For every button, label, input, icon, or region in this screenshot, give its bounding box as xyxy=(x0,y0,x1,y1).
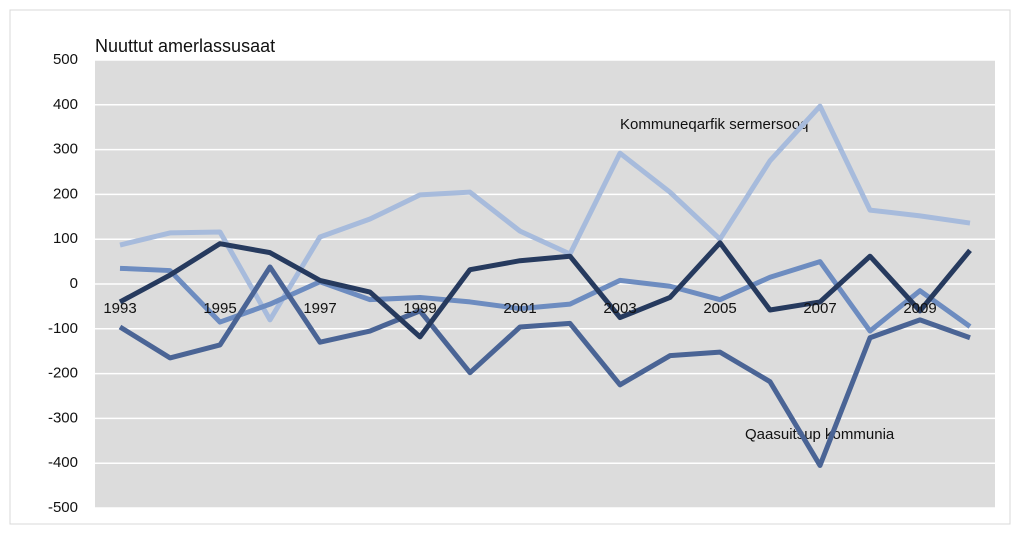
y-tick-label: 0 xyxy=(70,275,78,292)
y-tick-label: -500 xyxy=(48,499,78,516)
y-tick-label: -400 xyxy=(48,454,78,471)
y-tick-label: 200 xyxy=(53,185,78,202)
y-tick-label: -200 xyxy=(48,365,78,382)
y-tick-label: 500 xyxy=(53,51,78,68)
line-series xyxy=(118,264,971,468)
y-tick-label: 100 xyxy=(53,230,78,247)
line-series xyxy=(118,240,972,340)
y-tick-label: 400 xyxy=(53,96,78,113)
x-tick-label: 1999 xyxy=(403,300,436,317)
x-tick-label: 2005 xyxy=(703,300,736,317)
x-tick-label: 1993 xyxy=(103,300,136,317)
x-tick-label: 1995 xyxy=(203,300,236,317)
x-tick-label: 2003 xyxy=(603,300,636,317)
x-tick-label: 1997 xyxy=(303,300,336,317)
y-tick-label: -300 xyxy=(48,409,78,426)
x-tick-label: 2007 xyxy=(803,300,836,317)
y-tick-label: 300 xyxy=(53,141,78,158)
x-tick-label: 2009 xyxy=(903,300,936,317)
chart-title: Nuuttut amerlassusaat xyxy=(95,36,275,56)
y-tick-label: -100 xyxy=(48,320,78,337)
line-series xyxy=(119,259,972,334)
series-label: Qaasuitsup kommunia xyxy=(745,426,895,443)
series-label: Kommuneqarfik sermersooq xyxy=(620,116,808,133)
x-tick-label: 2001 xyxy=(503,300,536,317)
